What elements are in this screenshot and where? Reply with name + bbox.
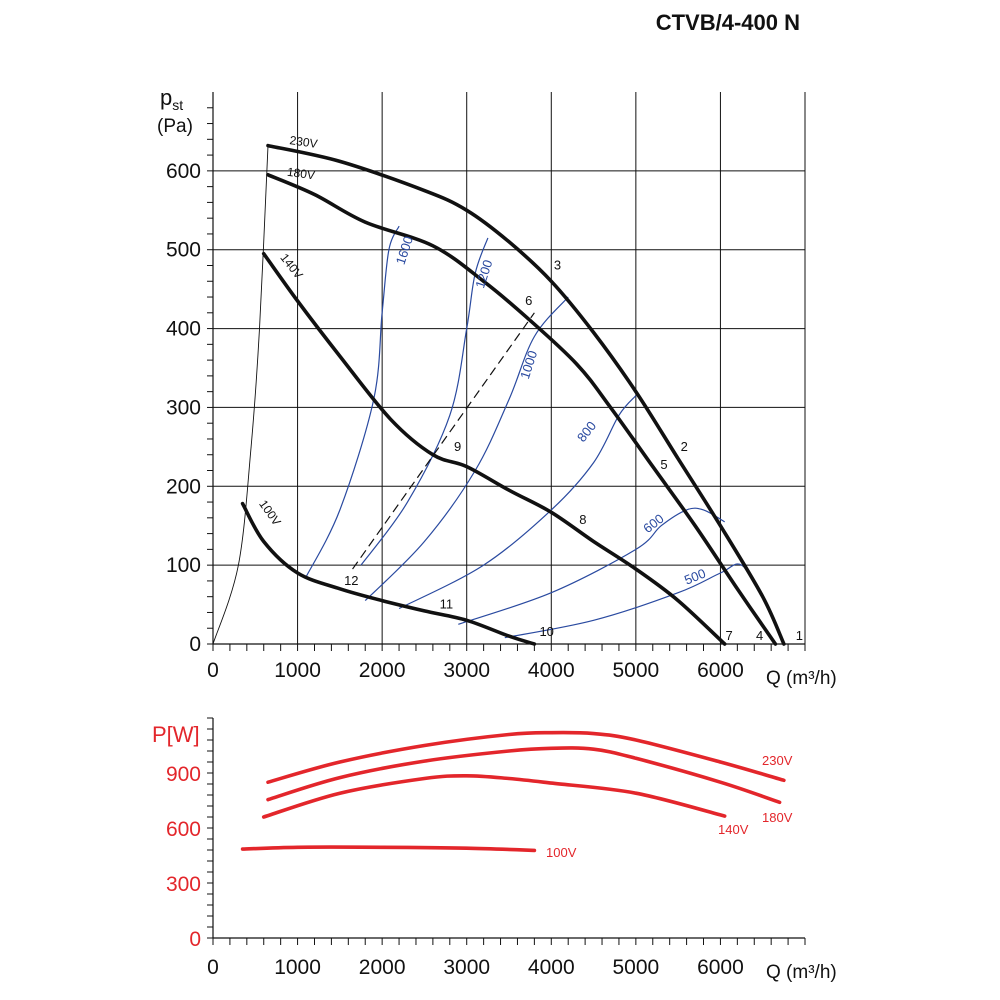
operating-point-label: 8 xyxy=(579,512,586,527)
power-y-tick-label: 900 xyxy=(166,763,201,786)
curve-label-230v: 230V xyxy=(289,133,319,151)
operating-point-label: 3 xyxy=(554,257,561,272)
pressure-labels: 0 1000 2000 3000 4000 5000 6000 0 100 200 300 400 50… xyxy=(157,85,837,689)
y-tick-label: 300 xyxy=(166,396,201,419)
rpm-curves xyxy=(212,145,764,645)
operating-point-label: 7 xyxy=(726,628,733,643)
chart-title: CTVB/4-400 N xyxy=(656,10,800,35)
operating-point-label: 5 xyxy=(660,457,667,472)
power-label-100v: 100V xyxy=(546,845,577,860)
dashed-reference-line xyxy=(352,312,535,570)
pressure-chart: 0 1000 2000 3000 4000 5000 6000 0 100 200 300 400 50… xyxy=(157,85,837,689)
power-curve-line xyxy=(266,730,786,784)
operating-point-label: 6 xyxy=(525,293,532,308)
power-curves xyxy=(240,730,786,853)
curve-label-180v: 180V xyxy=(286,165,316,183)
operating-point-label: 12 xyxy=(344,573,358,588)
power-curve-line xyxy=(266,746,782,805)
x-tick-label: 0 xyxy=(207,659,219,682)
rpm-label: 1600 xyxy=(393,234,416,266)
fan-curve-line xyxy=(240,501,537,646)
x-axis-label: Q (m³/h) xyxy=(766,668,837,689)
power-x-axis-label: Q (m³/h) xyxy=(766,962,837,983)
power-x-tick-label: 5000 xyxy=(612,956,659,979)
power-x-tick-label: 0 xyxy=(207,956,219,979)
operating-point-label: 11 xyxy=(440,597,454,612)
x-tick-label: 3000 xyxy=(443,659,490,682)
rpm-label: 500 xyxy=(682,566,708,588)
rpm-curve-line xyxy=(360,237,489,566)
y-tick-label: 0 xyxy=(189,633,201,656)
power-label-180v: 180V xyxy=(762,810,793,825)
power-x-tick-label: 4000 xyxy=(528,956,575,979)
rpm-curve-line xyxy=(364,296,569,602)
y-tick-label: 600 xyxy=(166,160,201,183)
power-label-230v: 230V xyxy=(762,753,793,768)
power-curve-line xyxy=(261,773,727,819)
fan-curves xyxy=(240,143,786,646)
y-tick-label: 400 xyxy=(166,318,201,341)
power-frame xyxy=(207,717,806,945)
power-y-axis-label: P[W] xyxy=(152,722,200,747)
power-curve-line xyxy=(240,845,537,853)
power-x-tick-label: 3000 xyxy=(443,956,490,979)
y-axis-label-symbol: pst xyxy=(160,85,183,113)
x-tick-label: 5000 xyxy=(612,659,659,682)
x-tick-label: 2000 xyxy=(359,659,406,682)
system-curve-line xyxy=(212,145,269,645)
power-x-tick-label: 2000 xyxy=(359,956,406,979)
operating-point-label: 10 xyxy=(539,624,553,639)
power-chart: 0 1000 2000 3000 4000 5000 6000 0 300 600 900 P[W] Q… xyxy=(152,717,837,983)
y-tick-label: 100 xyxy=(166,554,201,577)
rpm-label: 1000 xyxy=(517,349,540,381)
y-axis-label-main: p xyxy=(160,85,172,110)
pressure-grid xyxy=(212,92,806,645)
rpm-label: 800 xyxy=(574,418,599,444)
x-tick-label: 6000 xyxy=(697,659,744,682)
operating-point-label: 1 xyxy=(796,628,803,643)
fan-curve-line xyxy=(266,143,786,646)
rpm-curve-line xyxy=(504,563,764,639)
x-tick-label: 1000 xyxy=(274,659,321,682)
power-y-tick-label: 600 xyxy=(166,818,201,841)
rpm-label: 600 xyxy=(640,511,666,536)
fan-curve-line xyxy=(266,173,778,646)
power-x-tick-label: 1000 xyxy=(274,956,321,979)
pressure-minor-ticks xyxy=(207,107,806,651)
rpm-label: 1200 xyxy=(472,258,495,290)
y-axis-label-subscript: st xyxy=(172,97,183,113)
y-axis-label-unit: (Pa) xyxy=(157,116,193,137)
y-tick-label: 500 xyxy=(166,239,201,262)
operating-point-label: 4 xyxy=(756,628,763,643)
rpm-curve-line xyxy=(305,225,400,578)
power-x-tick-label: 6000 xyxy=(697,956,744,979)
curve-label-100v: 100V xyxy=(256,497,284,528)
power-labels: 0 1000 2000 3000 4000 5000 6000 0 300 600 900 P[W] Q… xyxy=(152,722,837,983)
rpm-curve-line xyxy=(398,395,637,610)
fan-curve-line xyxy=(261,251,727,646)
operating-point-label: 2 xyxy=(681,439,688,454)
power-y-tick-label: 300 xyxy=(166,873,201,896)
power-y-tick-label: 0 xyxy=(189,928,201,951)
x-tick-label: 4000 xyxy=(528,659,575,682)
y-tick-label: 200 xyxy=(166,475,201,498)
operating-point-label: 9 xyxy=(454,439,461,454)
power-label-140v: 140V xyxy=(718,822,749,837)
rpm-curve-line xyxy=(458,507,725,625)
